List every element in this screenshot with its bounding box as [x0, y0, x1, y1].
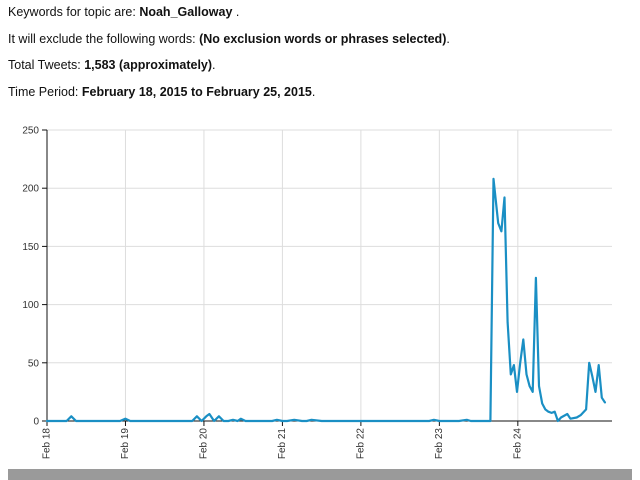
y-tick-label: 200	[22, 184, 39, 195]
keywords-suffix: .	[232, 5, 240, 19]
y-axis-ticks: 0 50 100 150 200 250	[22, 126, 47, 428]
horizontal-scrollbar[interactable]	[8, 469, 632, 480]
time-period-prefix: Time Period:	[8, 85, 82, 99]
y-tick-label: 250	[22, 126, 39, 137]
y-tick-label: 50	[28, 358, 40, 369]
total-tweets-value: 1,583 (approximately)	[84, 58, 213, 72]
y-tick-label: 100	[22, 300, 39, 311]
chart-grid	[47, 129, 612, 421]
time-period-line: Time Period: February 18, 2015 to Februa…	[8, 84, 315, 100]
keywords-prefix: Keywords for topic are:	[8, 5, 140, 19]
x-axis-ticks: Feb 18 Feb 19 Feb 20 Feb 21 Feb 22 Feb 23 Feb …	[42, 421, 523, 460]
exclusion-line: It will exclude the following words: (No…	[8, 31, 450, 47]
exclusion-prefix: It will exclude the following words:	[8, 32, 200, 46]
total-tweets-prefix: Total Tweets:	[8, 58, 85, 72]
time-period-value: February 18, 2015 to February 25, 2015	[81, 85, 312, 99]
keywords-value: Noah_Galloway	[139, 5, 233, 19]
total-tweets-line: Total Tweets: 1,583 (approximately).	[8, 57, 216, 73]
exclusion-suffix: .	[446, 32, 450, 46]
x-tick-label: Feb 24	[512, 428, 523, 460]
x-tick-label: Feb 21	[277, 428, 288, 460]
time-period-suffix: .	[311, 85, 316, 99]
y-tick-label: 0	[33, 417, 39, 428]
keywords-line: Keywords for topic are: Noah_Galloway .	[8, 4, 239, 20]
x-tick-label: Feb 22	[356, 428, 367, 460]
exclusion-value: (No exclusion words or phrases selected)	[199, 32, 447, 46]
tweet-volume-chart: 0 50 100 150 200 250 Feb 18 Feb 19 Feb 20 Feb 21…	[22, 126, 612, 460]
x-tick-label: Feb 20	[199, 428, 210, 460]
y-tick-label: 150	[22, 242, 39, 253]
x-tick-label: Feb 19	[120, 428, 131, 460]
tweet-volume-line	[45, 177, 607, 423]
x-tick-label: Feb 23	[434, 428, 445, 460]
x-tick-label: Feb 18	[42, 428, 53, 460]
total-tweets-suffix: .	[212, 58, 216, 72]
chart-series	[45, 177, 607, 423]
